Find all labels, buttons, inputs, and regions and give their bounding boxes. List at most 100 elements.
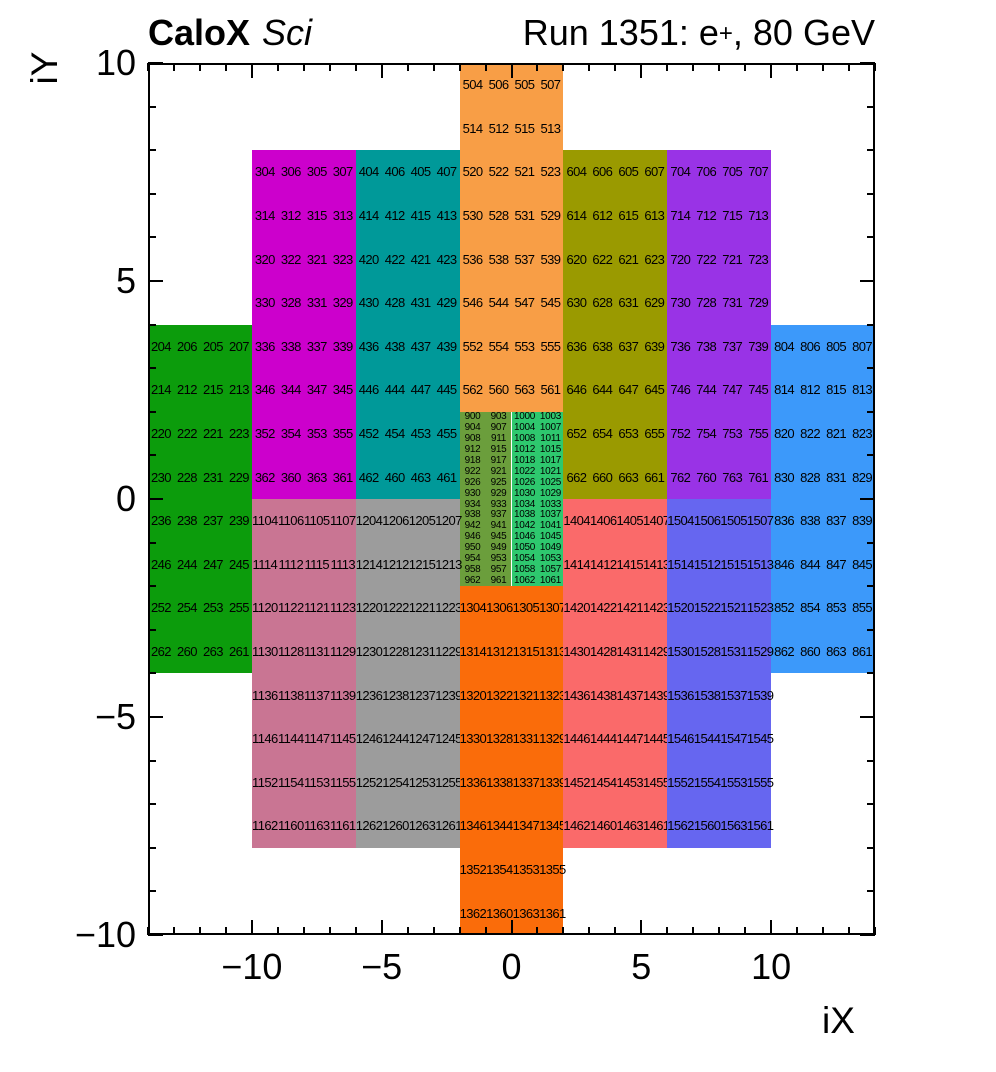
channel-row: 1430 1428 1431 1429 — [563, 630, 670, 674]
tick-mark — [148, 367, 156, 370]
channel-cell: 837 — [826, 513, 846, 529]
tick-mark — [484, 63, 487, 71]
channel-row: 1004 1007 — [512, 423, 564, 434]
channel-cell: 731 — [722, 295, 743, 311]
channel-cell: 1337 — [512, 774, 540, 790]
channel-cell: 1461 — [643, 818, 670, 834]
channel-cell: 746 — [670, 382, 691, 398]
channel-cell: 444 — [384, 382, 405, 398]
channel-cell: 454 — [384, 426, 405, 442]
channel-cell: 263 — [202, 644, 223, 660]
channel-row: 352 354 353 355 — [252, 412, 356, 456]
channel-row: 546 544 547 545 — [460, 281, 564, 325]
channel-cell: 521 — [514, 164, 535, 180]
channel-cell: 437 — [410, 338, 431, 354]
tick-mark — [614, 927, 617, 935]
channel-row: 230 228 231 229 — [148, 455, 252, 499]
channel-cell: 237 — [202, 513, 223, 529]
channel-cell: 215 — [202, 382, 223, 398]
channel-cell: 1004 — [513, 422, 535, 434]
channel-row: 330 328 331 329 — [252, 281, 356, 325]
channel-row: 520 522 521 523 — [460, 150, 564, 194]
channel-cell: 1121 — [303, 600, 330, 616]
channel-cell: 314 — [254, 208, 275, 224]
channel-cell: 254 — [177, 600, 197, 616]
channel-cell: 337 — [306, 338, 327, 354]
channel-cell: 660 — [592, 469, 613, 485]
channel-row: 1520 1522 1521 1523 — [667, 586, 774, 630]
tick-mark — [562, 927, 565, 935]
tick-mark — [224, 63, 227, 71]
channel-cell: 253 — [202, 600, 223, 616]
channel-cell: 728 — [696, 295, 717, 311]
channel-row: 1042 1041 — [512, 521, 564, 532]
channel-cell: 520 — [462, 164, 483, 180]
channel-row: 662 660 663 661 — [563, 455, 667, 499]
channel-cell: 1507 — [746, 513, 774, 529]
channel-cell: 405 — [410, 164, 431, 180]
channel-row: 1062 1061 — [512, 575, 564, 586]
tick-mark — [874, 927, 876, 935]
channel-cell: 1155 — [329, 774, 356, 790]
channel-cell: 414 — [358, 208, 379, 224]
tick-mark — [666, 927, 669, 935]
channel-row: 1000 1003 — [512, 412, 564, 423]
tick-mark — [536, 927, 539, 935]
channel-row: 514 512 515 513 — [460, 107, 564, 151]
channel-row: 314 312 315 313 — [252, 194, 356, 238]
channel-cell: 1262 — [355, 818, 383, 834]
channel-cell: 1344 — [486, 818, 513, 834]
channel-cell: 207 — [228, 338, 249, 354]
channel-row: 1230 1228 1231 1229 — [356, 630, 463, 674]
channel-cell: 554 — [488, 338, 509, 354]
channel-cell: 1438 — [589, 687, 617, 703]
channel-cell: 423 — [436, 251, 457, 267]
channel-cell: 436 — [358, 338, 379, 354]
channel-cell: 1163 — [303, 818, 330, 834]
channel-row: 320 322 321 323 — [252, 237, 356, 281]
tick-mark — [718, 927, 721, 935]
channel-cell: 246 — [151, 556, 171, 572]
channel-cell: 1336 — [459, 774, 487, 790]
channel-cell: 830 — [774, 469, 795, 485]
channel-cell: 1011 — [540, 433, 561, 445]
channel-row: 436 438 437 439 — [356, 325, 460, 369]
channel-row: 730 728 731 729 — [667, 281, 771, 325]
channel-cell: 252 — [151, 600, 171, 616]
channel-row: 636 638 637 639 — [563, 325, 667, 369]
channel-cell: 553 — [514, 338, 535, 354]
channel-cell: 306 — [280, 164, 301, 180]
channel-cell: 1354 — [486, 862, 513, 878]
channel-cell: 1447 — [616, 731, 644, 747]
channel-row: 504 506 505 507 — [460, 63, 564, 107]
channel-cell: 1204 — [355, 513, 383, 529]
channel-cell: 1260 — [382, 818, 409, 834]
tick-mark — [458, 927, 461, 935]
channel-row: 1514 1512 1515 1513 — [667, 543, 774, 587]
channel-row: 236 238 237 239 — [148, 499, 252, 543]
channel-cell: 606 — [592, 164, 613, 180]
channel-row: 1130 1128 1131 1129 — [252, 630, 356, 674]
channel-cell: 1025 — [539, 476, 561, 488]
title-sci: Sci — [262, 12, 313, 53]
channel-cell: 336 — [254, 338, 275, 354]
channel-cell: 1017 — [539, 454, 561, 466]
channel-cell: 563 — [514, 382, 535, 398]
tick-mark — [458, 63, 461, 71]
tick-mark — [692, 927, 695, 935]
channel-cell: 523 — [540, 164, 561, 180]
channel-cell: 1404 — [563, 513, 590, 529]
channel-cell: 646 — [566, 382, 587, 398]
tick-mark — [148, 149, 156, 152]
channel-cell: 313 — [332, 208, 353, 224]
tick-mark — [867, 454, 875, 457]
channel-cell: 730 — [670, 295, 691, 311]
channel-cell: 747 — [722, 382, 743, 398]
channel-cell: 1161 — [329, 818, 356, 834]
channel-row: 262 260 263 261 — [148, 630, 252, 674]
channel-cell: 1331 — [512, 731, 540, 747]
channel-cell: 455 — [436, 426, 457, 442]
tick-mark — [148, 236, 156, 239]
channel-cell: 1321 — [512, 687, 540, 703]
channel-cell: 1129 — [329, 644, 356, 660]
